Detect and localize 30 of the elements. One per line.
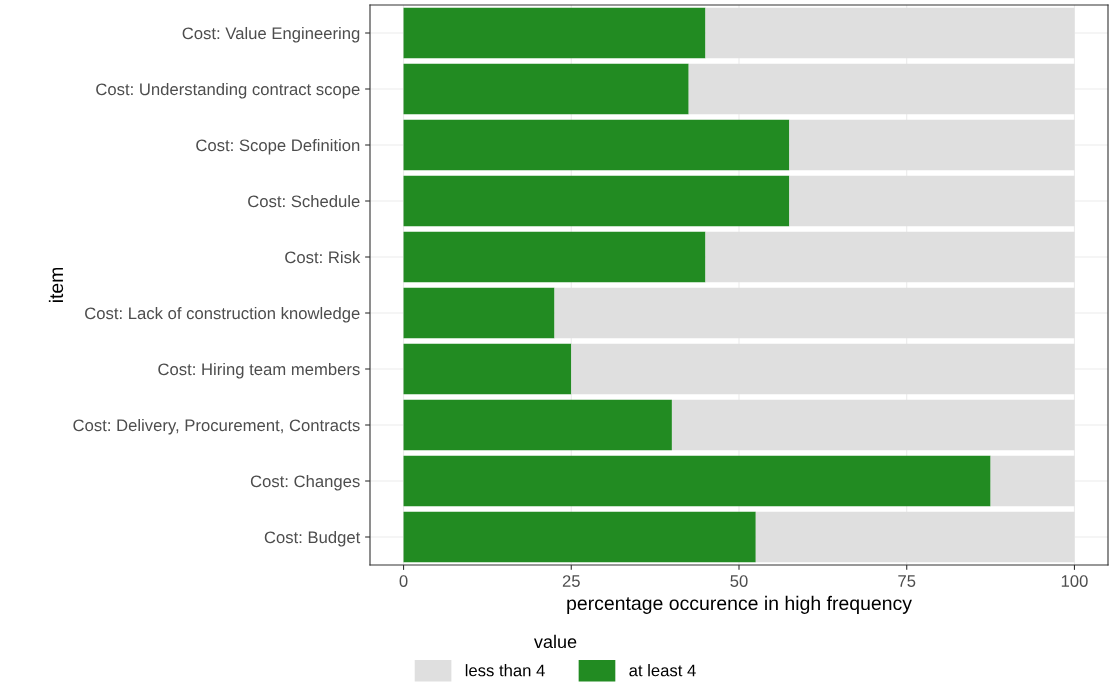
legend-title: value [533,634,577,649]
x-tick-label: 75 [898,575,916,587]
bar [403,455,991,507]
bar [403,399,672,451]
bar [403,175,790,227]
y-tick-label: Cost: Delivery, Procurement, Contracts [73,418,360,435]
x-tick-label: 25 [562,575,580,587]
bar [403,7,706,59]
bar [403,231,706,283]
y-tick-label: Cost: Value Engineering [182,26,360,43]
y-axis-title: item [48,267,64,303]
y-tick-label: Cost: Schedule [248,194,360,208]
y-tick-label: Cost: Hiring team members [158,362,360,379]
y-tick-label: Cost: Lack of construction knowledge [85,306,360,323]
bar [403,511,756,563]
x-tick-label: 0 [399,575,408,587]
x-tick-label: 50 [730,575,748,587]
legend-label: less than 4 [465,664,545,677]
bar [403,343,572,395]
legend-label: at least 4 [629,664,696,677]
y-tick-label: Cost: Scope Definition [196,138,360,155]
y-tick-label: Cost: Understanding contract scope [96,82,360,99]
x-axis-title: percentage occurence in high frequency [567,595,912,614]
y-tick-label: Cost: Budget [264,530,361,547]
y-tick-label: Cost: Changes [250,474,360,491]
bar [403,287,555,339]
x-tick-label: 100 [1061,575,1088,587]
y-tick-label: Cost: Risk [285,250,361,264]
bar [403,119,790,171]
bar [403,63,689,115]
